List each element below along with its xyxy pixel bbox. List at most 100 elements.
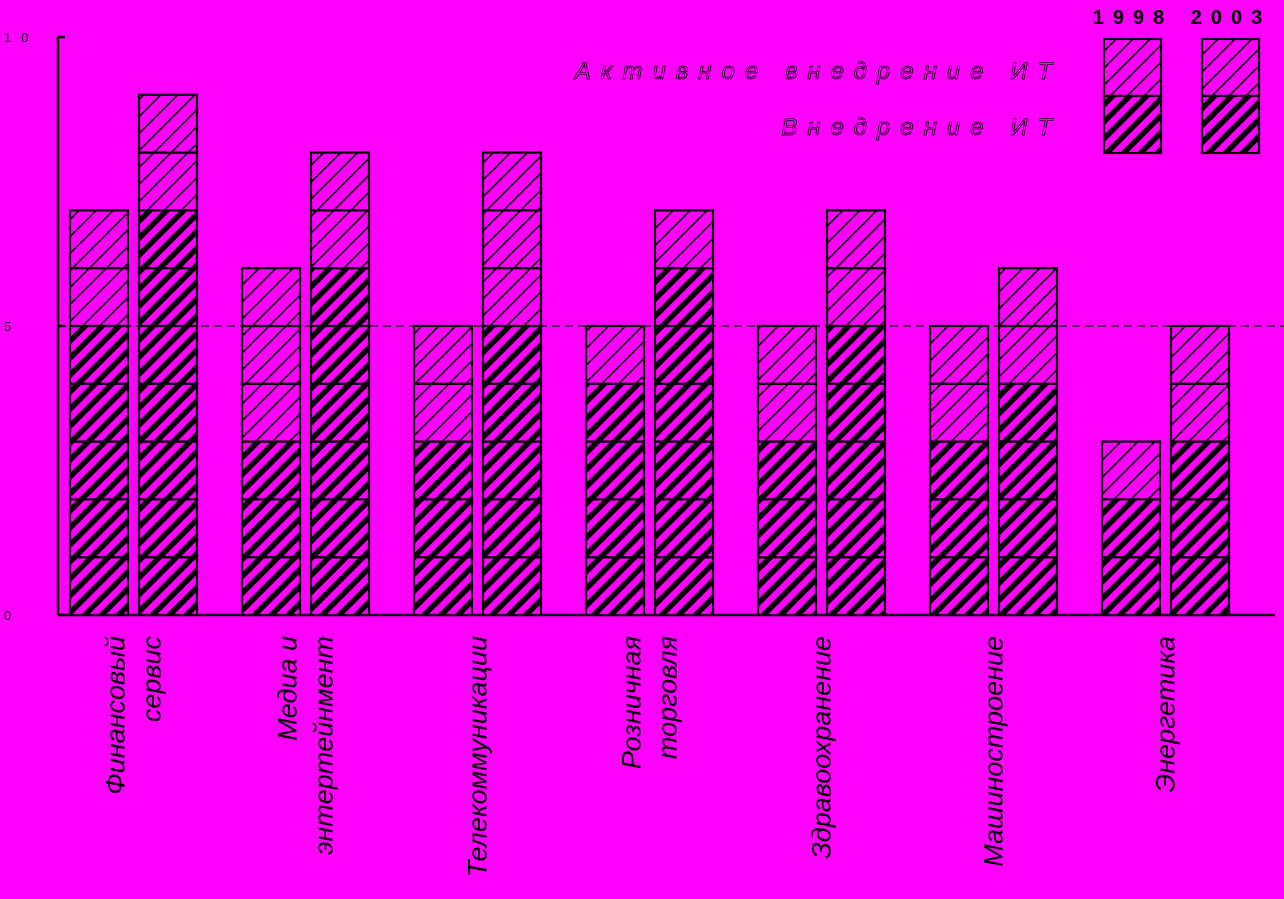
legend-swatch-active-it-adoption [1200, 37, 1261, 98]
category-label: Медиа и [273, 636, 303, 741]
category-label: Финансовый [101, 636, 131, 795]
legend: 1998 2003 Активное внедрение ИТ Внедрение И… [572, 7, 1272, 155]
bar-segment-it-adoption-2003 [997, 556, 1059, 617]
bar-segment-active-it-adoption-2003 [309, 151, 371, 212]
bar-segment-it-adoption-1998 [240, 556, 302, 617]
bar-segment-active-it-adoption-2003 [825, 267, 887, 328]
bar-segment-active-it-adoption-2003 [1169, 324, 1231, 385]
bar-segment-it-adoption-2003 [653, 382, 715, 443]
bar-segment-active-it-adoption-1998 [240, 324, 302, 385]
bar-segment-it-adoption-1998 [756, 440, 818, 501]
bar-segment-active-it-adoption-2003 [997, 267, 1059, 328]
bar-segment-it-adoption-2003 [997, 498, 1059, 559]
bar-segment-it-adoption-1998 [68, 324, 130, 385]
bar-segment-active-it-adoption-2003 [309, 209, 371, 270]
bar-segment-active-it-adoption-1998 [756, 324, 818, 385]
bar-segment-it-adoption-1998 [68, 556, 130, 617]
bar-segment-it-adoption-1998 [412, 498, 474, 559]
category-labels: Финансовый сервис Медиа и энтертейнмент Теле… [101, 636, 1181, 878]
bar-segment-active-it-adoption-2003 [1169, 382, 1231, 443]
legend-swatch-it-adoption [1200, 94, 1261, 155]
legend-year-label: 2003 [1191, 7, 1272, 29]
bar-segment-it-adoption-2003 [653, 324, 715, 385]
bar-segment-it-adoption-1998 [584, 382, 646, 443]
bar-segment-it-adoption-2003 [653, 556, 715, 617]
legend-label-it-adoption: Внедрение ИТ [781, 114, 1062, 141]
bar-segment-it-adoption-1998 [928, 556, 990, 617]
category-label: Машиностроение [979, 636, 1009, 867]
bar-segment-it-adoption-2003 [653, 440, 715, 501]
category-label: Розничная [617, 636, 647, 769]
bar-segment-it-adoption-2003 [481, 440, 543, 501]
bar-segment-active-it-adoption-1998 [68, 209, 130, 270]
bar-segment-it-adoption-2003 [309, 382, 371, 443]
bar-segment-it-adoption-2003 [481, 382, 543, 443]
bar-segment-it-adoption-1998 [584, 440, 646, 501]
bar-segment-it-adoption-2003 [825, 382, 887, 443]
bar-segment-active-it-adoption-2003 [481, 267, 543, 328]
bar-segment-active-it-adoption-1998 [1100, 440, 1162, 501]
bar-segment-it-adoption-2003 [137, 267, 199, 328]
category-label: Телекоммуникации [463, 636, 493, 877]
bar-segment-it-adoption-1998 [584, 556, 646, 617]
bar-segment-it-adoption-2003 [137, 440, 199, 501]
y-tick-label: 5 [4, 319, 11, 334]
bar-segment-it-adoption-1998 [928, 498, 990, 559]
bar-segment-active-it-adoption-1998 [240, 267, 302, 328]
category-label: энтертейнмент [309, 636, 339, 855]
bar-segment-it-adoption-1998 [68, 440, 130, 501]
bars [68, 93, 1231, 617]
bar-segment-it-adoption-2003 [137, 556, 199, 617]
bar-segment-it-adoption-2003 [1169, 498, 1231, 559]
bar-segment-it-adoption-1998 [240, 498, 302, 559]
bar-segment-it-adoption-2003 [997, 382, 1059, 443]
bar-segment-it-adoption-2003 [825, 440, 887, 501]
bar-segment-active-it-adoption-2003 [137, 151, 199, 212]
bar-segment-active-it-adoption-2003 [481, 209, 543, 270]
bar-segment-it-adoption-2003 [309, 440, 371, 501]
y-tick-label: 0 [4, 608, 11, 623]
bar-segment-it-adoption-1998 [412, 556, 474, 617]
bar-segment-active-it-adoption-1998 [412, 324, 474, 385]
bar-segment-it-adoption-2003 [309, 324, 371, 385]
category-label: Энергетика [1151, 636, 1181, 793]
y-tick-label: 10 [4, 30, 38, 45]
bar-segment-active-it-adoption-1998 [240, 382, 302, 443]
category-label: торговля [653, 636, 683, 759]
bar-segment-it-adoption-2003 [653, 267, 715, 328]
legend-swatch-it-adoption [1102, 94, 1163, 155]
bar-segment-active-it-adoption-1998 [928, 324, 990, 385]
bar-segment-it-adoption-1998 [412, 440, 474, 501]
legend-label-active-it-adoption: Активное внедрение ИТ [573, 58, 1062, 85]
bar-segment-it-adoption-2003 [997, 440, 1059, 501]
bar-segment-it-adoption-2003 [825, 324, 887, 385]
category-label: сервис [137, 636, 167, 723]
bar-segment-it-adoption-1998 [756, 498, 818, 559]
bar-segment-active-it-adoption-1998 [68, 267, 130, 328]
bar-segment-it-adoption-1998 [240, 440, 302, 501]
bar-segment-active-it-adoption-2003 [653, 209, 715, 270]
bar-segment-active-it-adoption-2003 [825, 209, 887, 270]
bar-segment-it-adoption-2003 [309, 267, 371, 328]
bar-segment-it-adoption-2003 [481, 324, 543, 385]
bar-segment-it-adoption-1998 [756, 556, 818, 617]
bar-segment-it-adoption-2003 [1169, 556, 1231, 617]
bar-segment-it-adoption-2003 [481, 498, 543, 559]
bar-segment-active-it-adoption-1998 [756, 382, 818, 443]
bar-segment-it-adoption-1998 [1100, 498, 1162, 559]
bar-segment-it-adoption-1998 [584, 498, 646, 559]
bar-segment-it-adoption-2003 [137, 382, 199, 443]
bar-segment-it-adoption-2003 [309, 498, 371, 559]
bar-segment-it-adoption-2003 [137, 209, 199, 270]
bar-segment-it-adoption-2003 [653, 498, 715, 559]
bar-segment-active-it-adoption-1998 [584, 324, 646, 385]
bar-segment-it-adoption-2003 [481, 556, 543, 617]
bar-segment-it-adoption-2003 [825, 556, 887, 617]
bar-segment-it-adoption-1998 [928, 440, 990, 501]
bar-segment-active-it-adoption-1998 [928, 382, 990, 443]
bar-segment-active-it-adoption-2003 [997, 324, 1059, 385]
legend-swatch-active-it-adoption [1102, 37, 1163, 98]
bar-segment-active-it-adoption-2003 [137, 93, 199, 154]
category-label: Здравоохранение [807, 636, 837, 859]
